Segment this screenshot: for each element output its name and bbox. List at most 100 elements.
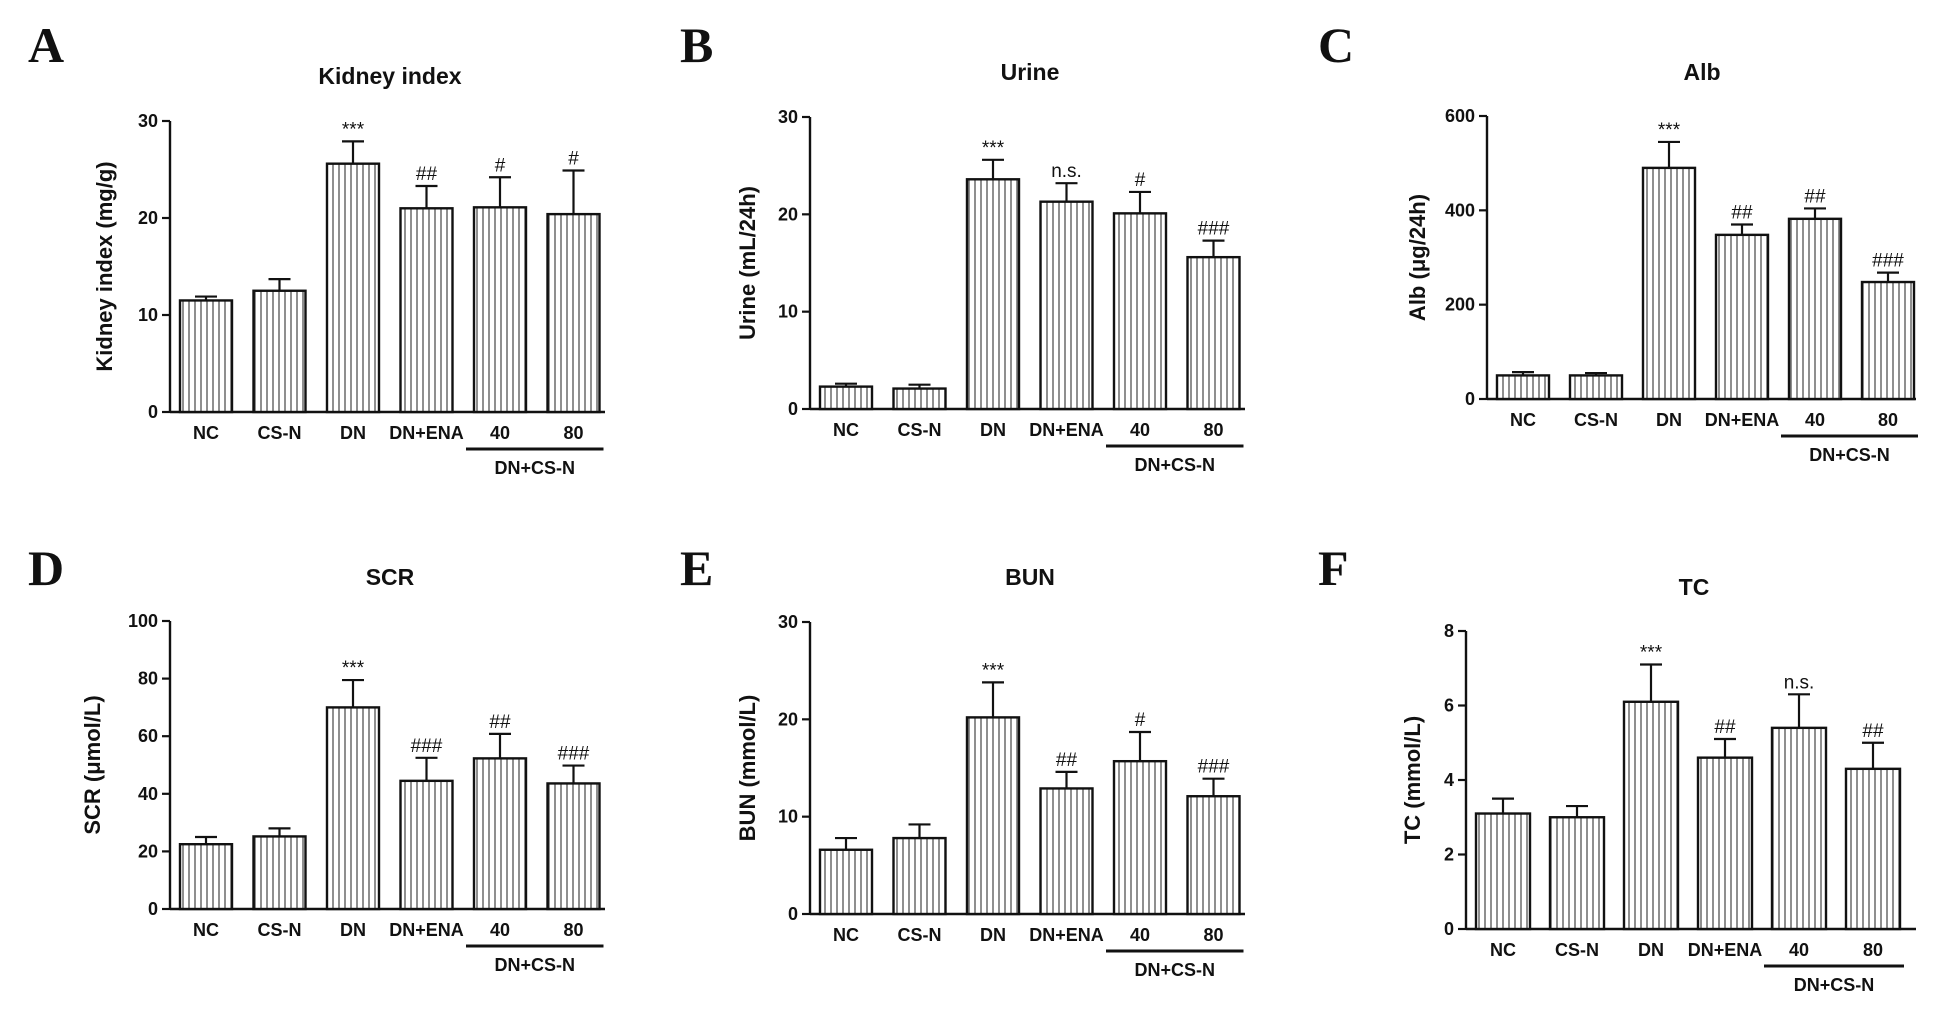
panel-letter: C <box>1318 17 1354 73</box>
x-tick-label: NC <box>193 920 219 940</box>
y-axis-label: BUN (mmol/L) <box>735 695 760 842</box>
bar-40 <box>1787 217 1843 401</box>
x-tick-label: DN <box>1656 410 1682 430</box>
significance-label: # <box>568 148 579 169</box>
y-tick-label: 0 <box>788 399 798 419</box>
y-tick-label: 2 <box>1444 845 1454 865</box>
panel-letter: B <box>680 17 713 73</box>
chart-title: SCR <box>366 564 415 590</box>
chart-title: Urine <box>1001 59 1060 85</box>
x-tick-label: DN+ENA <box>1688 940 1763 960</box>
x-tick-label: DN+ENA <box>1029 420 1104 440</box>
x-tick-label: DN+ENA <box>389 920 464 940</box>
x-tick-label: 40 <box>490 920 510 940</box>
significance-label: # <box>1135 710 1146 731</box>
significance-label: *** <box>342 658 365 679</box>
y-axis-label: SCR (μmol/L) <box>80 695 105 834</box>
y-tick-label: 0 <box>1444 919 1454 939</box>
bar-dn <box>325 162 381 414</box>
x-tick-label: CS-N <box>1574 410 1618 430</box>
chart-title: TC <box>1679 574 1710 600</box>
y-tick-label: 40 <box>138 784 158 804</box>
x-tick-label: NC <box>833 925 859 945</box>
x-tick-label: 40 <box>1789 940 1809 960</box>
group-label: DN+CS-N <box>494 458 575 478</box>
bar-40 <box>1112 759 1168 916</box>
y-tick-label: 20 <box>778 709 798 729</box>
bar-40 <box>1770 726 1828 931</box>
x-tick-label: 40 <box>1805 410 1825 430</box>
panel-letter: F <box>1318 540 1349 596</box>
x-tick-label: DN <box>980 420 1006 440</box>
bar-80 <box>1860 280 1916 401</box>
x-tick-label: 80 <box>1863 940 1883 960</box>
significance-label: ## <box>1714 717 1736 738</box>
y-tick-label: 30 <box>138 111 158 131</box>
x-tick-label: 80 <box>563 423 583 443</box>
chart-panel-c: C Alb Alb (μg/24h) 0 200 400 600 NC CS-N *** DN ## D… <box>1318 17 1918 465</box>
x-tick-label: CS-N <box>898 420 942 440</box>
bar-dn-ena <box>1039 787 1094 916</box>
group-label: DN+CS-N <box>494 955 575 975</box>
chart-panel-d: D SCR SCR (μmol/L) 0 20 40 60 80 100 NC CS-N *** DN #… <box>28 540 605 975</box>
bar-cs-n <box>1568 374 1624 401</box>
x-tick-label: DN <box>980 925 1006 945</box>
bar-dn <box>1641 166 1697 401</box>
x-tick-label: NC <box>1490 940 1516 960</box>
group-label: DN+CS-N <box>1794 975 1875 995</box>
significance-label: ## <box>1804 186 1826 207</box>
bar-80 <box>1186 795 1241 916</box>
group-label: DN+CS-N <box>1134 960 1215 980</box>
y-tick-label: 400 <box>1445 200 1475 220</box>
significance-label: *** <box>1640 643 1663 664</box>
y-tick-label: 0 <box>1465 389 1475 409</box>
bar-cs-n <box>252 835 307 911</box>
y-tick-label: 10 <box>778 807 798 827</box>
bar-80 <box>546 212 601 414</box>
chart-panel-f: F TC TC (mmol/L) 0 2 4 6 8 NC CS-N *** DN ## DN+ENA n.… <box>1318 540 1916 995</box>
bar-cs-n <box>1548 816 1606 931</box>
bar-dn-ena <box>1696 756 1754 931</box>
significance-label: ### <box>1198 219 1230 240</box>
y-tick-label: 20 <box>138 208 158 228</box>
bar-dn <box>965 716 1021 916</box>
bar-cs-n <box>892 387 947 411</box>
x-tick-label: 80 <box>1203 420 1223 440</box>
bar-80 <box>1186 255 1241 411</box>
x-tick-label: 80 <box>1878 410 1898 430</box>
significance-label: # <box>495 155 506 176</box>
y-tick-label: 10 <box>138 305 158 325</box>
bar-dn-ena <box>399 779 454 911</box>
y-tick-label: 8 <box>1444 621 1454 641</box>
panel-letter: A <box>28 17 64 73</box>
bar-40 <box>472 757 528 911</box>
group-label: DN+CS-N <box>1809 445 1890 465</box>
group-label: DN+CS-N <box>1134 455 1215 475</box>
chart-panel-a: A Kidney index Kidney index (mg/g) 0 10 20 30 N… <box>28 17 605 478</box>
x-tick-label: CS-N <box>258 920 302 940</box>
x-tick-label: 40 <box>1130 925 1150 945</box>
bar-nc <box>1474 812 1532 931</box>
x-tick-label: DN+ENA <box>1705 410 1780 430</box>
bar-dn-ena <box>1714 233 1770 401</box>
significance-label: ## <box>489 712 511 733</box>
y-tick-label: 30 <box>778 612 798 632</box>
significance-label: ## <box>1731 202 1753 223</box>
bar-dn-ena <box>1039 200 1094 411</box>
y-tick-label: 6 <box>1444 696 1454 716</box>
panel-letter: E <box>680 540 713 596</box>
bar-nc <box>818 848 874 916</box>
bar-nc <box>1495 374 1551 401</box>
significance-label: *** <box>1658 120 1681 141</box>
bar-cs-n <box>252 289 307 414</box>
chart-panel-b: B Urine Urine (mL/24h) 0 10 20 30 NC CS-N *** DN n.… <box>680 17 1245 475</box>
x-tick-label: NC <box>193 423 219 443</box>
x-tick-label: 40 <box>490 423 510 443</box>
chart-panel-e: E BUN BUN (mmol/L) 0 10 20 30 NC CS-N *** DN ## DN+E… <box>680 540 1245 980</box>
significance-label: n.s. <box>1051 161 1082 182</box>
y-axis-label: Urine (mL/24h) <box>735 186 760 340</box>
y-tick-label: 600 <box>1445 106 1475 126</box>
y-axis-label: Alb (μg/24h) <box>1405 194 1430 321</box>
x-tick-label: CS-N <box>1555 940 1599 960</box>
